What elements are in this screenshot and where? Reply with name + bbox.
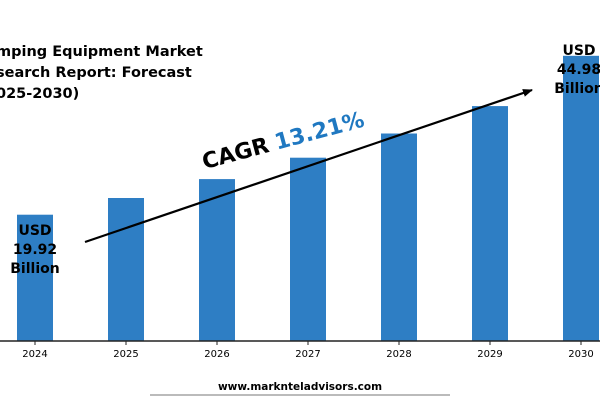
bars-group (17, 55, 599, 342)
x-tick-label-2027: 2027 (295, 349, 320, 360)
x-axis-ticks: 2024 2025 2026 2027 2028 2029 2030 (22, 341, 594, 360)
start-value-currency: USD (18, 223, 52, 239)
footer-url[interactable]: www.marknteladvisors.com (217, 381, 383, 393)
x-tick-label-2029: 2029 (477, 349, 502, 360)
end-value-label: USD 44.98 Billion (549, 42, 600, 99)
bar-2029 (472, 106, 508, 341)
bar-2030 (563, 55, 599, 342)
start-value-unit: Billion (10, 261, 60, 277)
end-value-unit: Billion (554, 81, 600, 97)
x-tick-label-2028: 2028 (386, 349, 411, 360)
bar-2025 (108, 198, 144, 341)
cagr-trend-arrow (84, 88, 533, 244)
x-tick-label-2025: 2025 (113, 349, 138, 360)
bar-2028 (381, 133, 417, 341)
bar-2026 (199, 179, 235, 341)
x-tick-label-2024: 2024 (22, 349, 47, 360)
x-tick-label-2026: 2026 (204, 349, 229, 360)
bar-2024 (17, 214, 53, 341)
chart-title: mping Equipment Market search Report: Fo… (0, 42, 226, 105)
start-value-label: USD 19.92 Billion (7, 222, 63, 279)
chart-title-line-3: 025-2030) (0, 86, 80, 102)
x-tick-label-2030: 2030 (568, 349, 593, 360)
bar-2027 (290, 157, 326, 341)
end-value-amount: 44.98 (556, 62, 600, 78)
end-value-currency: USD (562, 43, 596, 59)
chart-title-line-2: search Report: Forecast (0, 65, 192, 81)
chart-title-line-1: mping Equipment Market (0, 44, 203, 60)
start-value-amount: 19.92 (12, 242, 58, 258)
